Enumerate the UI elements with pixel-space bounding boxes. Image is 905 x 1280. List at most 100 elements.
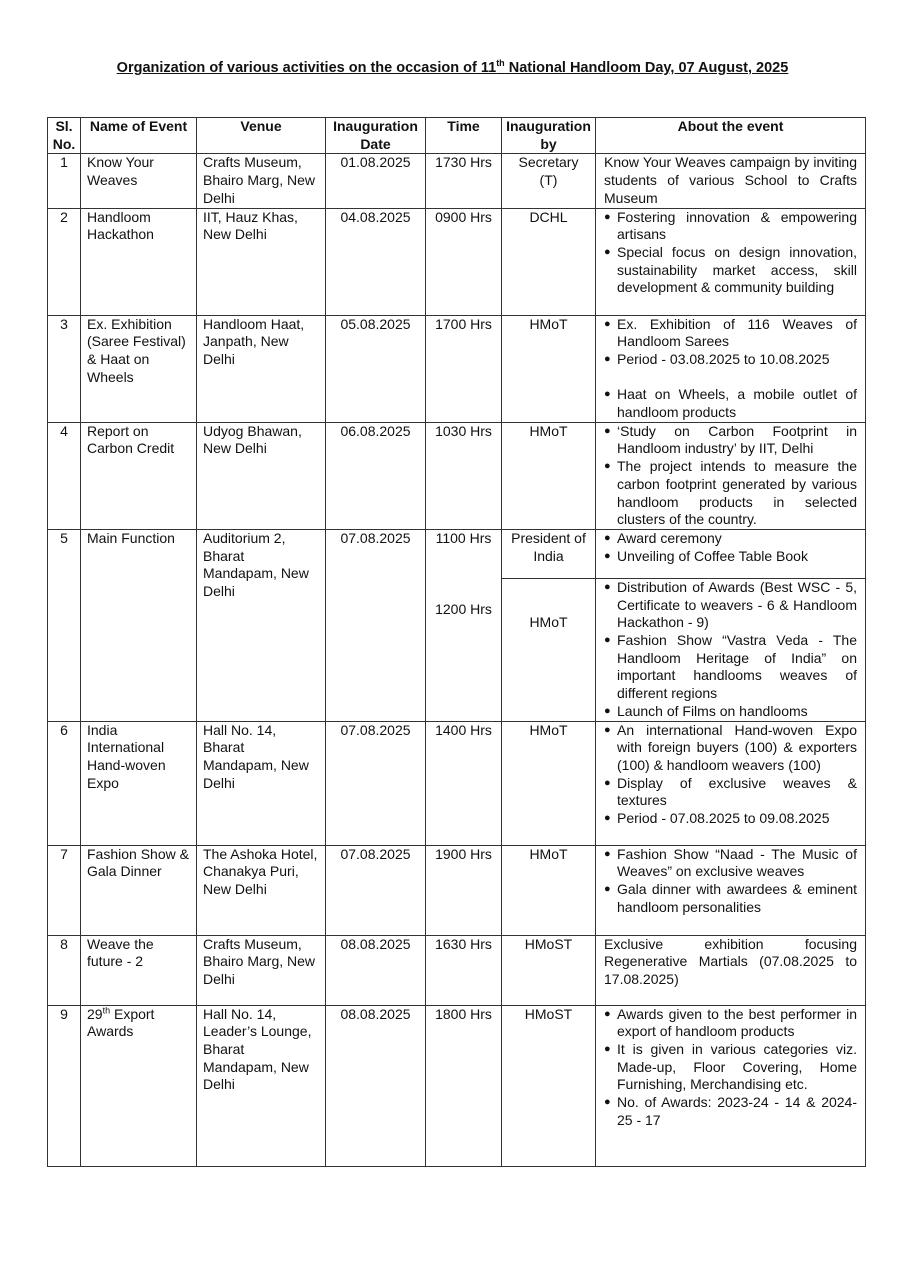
column-header: About the event <box>595 116 866 155</box>
events-table: Sl. No. Name of Event Venue Inauguration Da… <box>47 116 866 1167</box>
bullet-item: Special focus on design innovation, sust… <box>604 244 857 297</box>
venue-cell: Udyog Bhawan, New Delhi <box>196 421 326 530</box>
bullet-item: ‘Study on Carbon Footprint in Handloom i… <box>604 423 857 458</box>
about-event-cell: Award ceremonyUnveiling of Coffee Table … <box>595 528 866 579</box>
event-name-cell: 29th Export Awards <box>80 1004 197 1167</box>
time-cell: 1630 Hrs <box>425 934 502 1006</box>
inaugurated-by-cell: HMoT <box>501 314 596 423</box>
about-event-cell: Ex. Exhibition of 116 Weaves of Handloom… <box>595 314 866 423</box>
sl-no-cell: 3 <box>47 314 81 423</box>
bullet-item: Period - 07.08.2025 to 09.08.2025 <box>604 810 857 828</box>
column-header: Name of Event <box>80 116 197 155</box>
document-title: Organization of various activities on th… <box>116 58 789 76</box>
sl-no-cell: 7 <box>47 844 81 936</box>
bullet-item: Unveiling of Coffee Table Book <box>604 548 857 566</box>
date-cell: 07.08.2025 <box>325 528 426 722</box>
inaugurated-by-cell: HMoST <box>501 934 596 1006</box>
time-value: 1100 Hrs <box>435 529 492 546</box>
table-row: 9 29th Export Awards Hall No. 14, Leader’s… <box>47 1004 866 1167</box>
date-cell: 01.08.2025 <box>325 153 426 209</box>
table-row: 1 Know Your Weaves Crafts Museum, Bhairo M… <box>47 153 866 209</box>
venue-cell: Auditorium 2, Bharat Mandapam, New Delhi <box>196 528 326 722</box>
time-cell: 1700 Hrs <box>425 314 502 423</box>
about-event-cell: ‘Study on Carbon Footprint in Handloom i… <box>595 421 866 530</box>
venue-cell: The Ashoka Hotel, Chanakya Puri, New Del… <box>196 844 326 936</box>
column-header: Time <box>425 116 502 155</box>
sl-no-cell: 9 <box>47 1004 81 1167</box>
sl-no-cell: 1 <box>47 153 81 209</box>
event-name-text: Export Awards <box>87 1005 155 1040</box>
inaugurated-by-cell: President of India <box>501 528 596 579</box>
bullet-item: Haat on Wheels, a mobile outlet of handl… <box>604 386 857 421</box>
bullet-item: Period - 03.08.2025 to 10.08.2025 <box>604 351 857 369</box>
event-name-cell: Weave the future - 2 <box>80 934 197 1006</box>
event-name-cell: Fashion Show & Gala Dinner <box>80 844 197 936</box>
about-event-cell: An international Hand-woven Expo with fo… <box>595 720 866 846</box>
column-header: Inauguration Date <box>325 116 426 155</box>
event-name-cell: Main Function <box>80 528 197 722</box>
table-row: 4 Report on Carbon Credit Udyog Bhawan, Ne… <box>47 421 866 530</box>
venue-cell: Handloom Haat, Janpath, New Delhi <box>196 314 326 423</box>
table-row: 8 Weave the future - 2 Crafts Museum, Bhai… <box>47 934 866 1006</box>
table-row: HMoTDistribution of Awards (Best WSC - 5… <box>48 577 866 722</box>
venue-cell: Crafts Museum, Bhairo Marg, New Delhi <box>196 153 326 209</box>
about-event-cell: Fashion Show “Naad - The Music of Weaves… <box>595 844 866 936</box>
about-event-cell: Distribution of Awards (Best WSC - 5, Ce… <box>595 577 866 722</box>
bullet-list: Award ceremonyUnveiling of Coffee Table … <box>604 530 857 565</box>
inaugurated-by-cell: Secretary (T) <box>501 153 596 209</box>
bullet-item: Fashion Show “Naad - The Music of Weaves… <box>604 846 857 881</box>
date-cell: 04.08.2025 <box>325 207 426 316</box>
table-row: 5 Main Function Auditorium 2, Bharat Manda… <box>47 528 866 722</box>
time-cell: 1100 Hrs 1200 Hrs <box>425 528 502 722</box>
venue-cell: Crafts Museum, Bhairo Marg, New Delhi <box>196 934 326 1006</box>
sl-no-cell: 2 <box>47 207 81 316</box>
event-name-cell: Report on Carbon Credit <box>80 421 197 530</box>
sl-no-cell: 8 <box>47 934 81 1006</box>
bullet-list: Distribution of Awards (Best WSC - 5, Ce… <box>604 579 857 721</box>
about-event-cell: Awards given to the best performer in ex… <box>595 1004 866 1167</box>
time-value: 1200 Hrs <box>435 600 492 617</box>
event-name-cell: Know Your Weaves <box>80 153 197 209</box>
venue-cell: Hall No. 14, Bharat Mandapam, New Delhi <box>196 720 326 846</box>
venue-cell: IIT, Hauz Khas, New Delhi <box>196 207 326 316</box>
bullet-item: Awards given to the best performer in ex… <box>604 1006 857 1041</box>
time-cell: 1730 Hrs <box>425 153 502 209</box>
date-cell: 07.08.2025 <box>325 720 426 846</box>
date-cell: 05.08.2025 <box>325 314 426 423</box>
bullet-item: An international Hand-woven Expo with fo… <box>604 722 857 775</box>
bullet-item: Fashion Show “Vastra Veda - The Handloom… <box>604 632 857 703</box>
bullet-item: Gala dinner with awardees & eminent hand… <box>604 881 857 916</box>
bullet-item: Display of exclusive weaves & textures <box>604 775 857 810</box>
bullet-item: Ex. Exhibition of 116 Weaves of Handloom… <box>604 316 857 351</box>
event-name-cell: Handloom Hackathon <box>80 207 197 316</box>
superscript: th <box>102 1004 111 1015</box>
bullet-item: Distribution of Awards (Best WSC - 5, Ce… <box>604 579 857 632</box>
date-cell: 08.08.2025 <box>325 1004 426 1167</box>
sl-no-cell: 5 <box>47 528 81 722</box>
table-row: 6 India International Hand-woven Expo Hall… <box>47 720 866 846</box>
inaugurated-by-cell: HMoT <box>501 577 596 722</box>
bullet-item: It is given in various categories viz. M… <box>604 1041 857 1094</box>
bullet-item: Award ceremony <box>604 530 857 548</box>
venue-cell: Hall No. 14, Leader’s Lounge, Bharat Man… <box>196 1004 326 1167</box>
inaugurated-by-cell: HMoT <box>501 421 596 530</box>
about-event-cell: Fostering innovation & empowering artisa… <box>595 207 866 316</box>
time-cell: 1030 Hrs <box>425 421 502 530</box>
bullet-item: No. of Awards: 2023-24 - 14 & 2024-25 - … <box>604 1094 857 1129</box>
bullet-item: The project intends to measure the carbo… <box>604 458 857 529</box>
event-name-number: 29 <box>87 1005 103 1022</box>
table-row: 2 Handloom Hackathon IIT, Hauz Khas, New D… <box>47 207 866 316</box>
bullet-list: ‘Study on Carbon Footprint in Handloom i… <box>604 423 857 529</box>
time-cell: 1800 Hrs <box>425 1004 502 1167</box>
table-row: 7 Fashion Show & Gala Dinner The Ashoka Ho… <box>47 844 866 936</box>
event-name-cell: Ex. Exhibition (Saree Festival) & Haat o… <box>80 314 197 423</box>
bullet-list: An international Hand-woven Expo with fo… <box>604 722 857 828</box>
inaugurated-by-cell: HMoT <box>501 720 596 846</box>
table-row: 3 Ex. Exhibition (Saree Festival) & Haat … <box>47 314 866 423</box>
inaugurated-by-cell: DCHL <box>501 207 596 316</box>
time-cell: 1400 Hrs <box>425 720 502 846</box>
bullet-item: Fostering innovation & empowering artisa… <box>604 209 857 244</box>
date-cell: 06.08.2025 <box>325 421 426 530</box>
inaugurated-by-cell: HMoST <box>501 1004 596 1167</box>
time-cell: 0900 Hrs <box>425 207 502 316</box>
